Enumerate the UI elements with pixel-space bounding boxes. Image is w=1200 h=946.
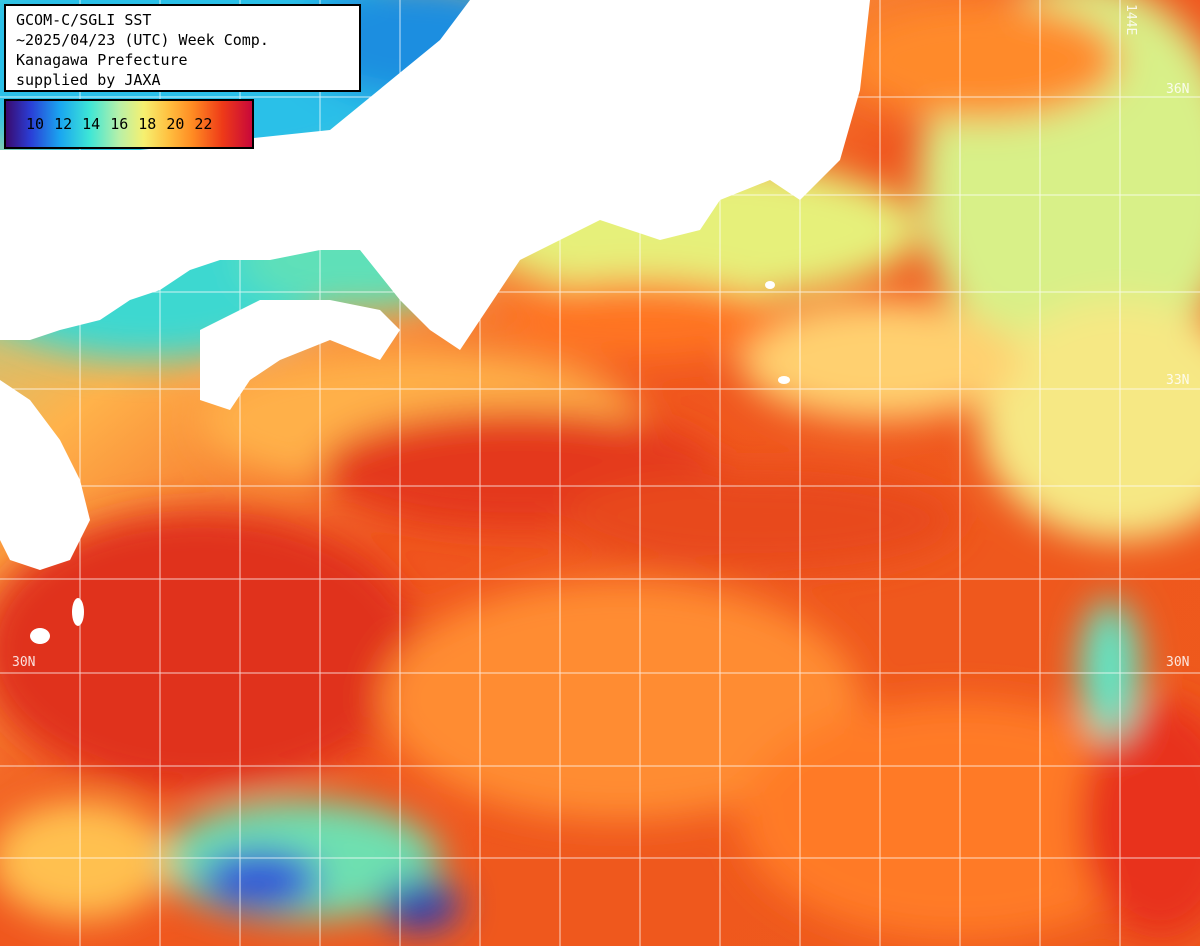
land-island-2 xyxy=(72,598,84,626)
land-shikoku xyxy=(200,300,400,410)
title-credit: supplied by JAXA xyxy=(16,71,161,89)
lat-label-30n-left: 30N xyxy=(12,655,36,670)
title-prefecture: Kanagawa Prefecture xyxy=(16,51,188,69)
temperature-color-legend: 10 12 14 16 18 20 22 xyxy=(4,99,254,149)
land-island-1 xyxy=(30,628,50,644)
legend-tick: 18 xyxy=(138,115,157,133)
title-date: ~2025/04/23 (UTC) Week Comp. xyxy=(16,31,269,49)
lat-label-33n: 33N xyxy=(1166,373,1190,388)
lat-label-36n: 36N xyxy=(1166,82,1190,97)
land-masses xyxy=(0,0,870,644)
lat-label-30n-right: 30N xyxy=(1166,655,1190,670)
land-kyushu xyxy=(0,380,90,570)
lon-label-144e: 144E xyxy=(1123,4,1138,36)
legend-tick: 20 xyxy=(166,115,185,133)
land-honshu xyxy=(0,0,870,350)
map-title-box: GCOM-C/SGLI SST ~2025/04/23 (UTC) Week C… xyxy=(4,4,361,92)
land-island-4 xyxy=(778,376,790,384)
legend-tick: 14 xyxy=(82,115,101,133)
land-island-3 xyxy=(765,281,775,289)
land-island-5 xyxy=(475,151,495,179)
legend-tick: 16 xyxy=(110,115,129,133)
title-product: GCOM-C/SGLI SST xyxy=(16,11,152,29)
lon-label-136e: 136E xyxy=(483,4,498,36)
legend-tick: 22 xyxy=(194,115,213,133)
legend-tick: 12 xyxy=(54,115,73,133)
legend-tick-labels: 10 12 14 16 18 20 22 xyxy=(26,115,212,133)
legend-tick: 10 xyxy=(26,115,45,133)
